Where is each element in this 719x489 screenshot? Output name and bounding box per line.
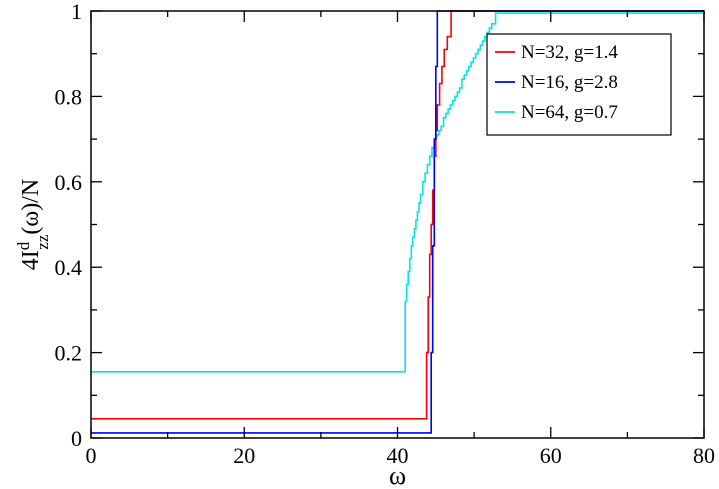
y-tick-label: 1: [71, 0, 82, 24]
series-line-1: [91, 10, 704, 420]
y-axis-title-rest: (ω)/N: [18, 179, 44, 235]
x-axis-title: ω: [389, 461, 406, 489]
x-tick-label: 40: [387, 443, 409, 468]
y-tick-label: 0.4: [55, 255, 83, 280]
legend-label: N=16, g=2.8: [521, 72, 618, 93]
y-tick-label: 0.6: [55, 170, 83, 195]
x-tick-label: 80: [693, 443, 715, 468]
y-axis-title-sup: d: [14, 241, 33, 250]
y-tick-label: 0: [71, 426, 82, 451]
legend-label: N=32, g=1.4: [521, 42, 618, 63]
tick-labels: 0 20 40 60 80 0 0.2 0.4 0.6 0.8 1: [55, 0, 716, 468]
y-axis-title-base: 4I: [18, 250, 44, 270]
y-tick-label: 0.8: [55, 84, 83, 109]
y-axis-title: 4Idzz(ω)/N: [14, 179, 52, 270]
x-tick-label: 60: [540, 443, 562, 468]
x-tick-label: 0: [86, 443, 97, 468]
legend-label: N=64, g=0.7: [521, 102, 618, 123]
y-axis-title-sub: zz: [33, 234, 52, 250]
x-tick-label: 20: [233, 443, 255, 468]
legend-box: [486, 33, 672, 136]
legend: N=32, g=1.4 N=16, g=2.8 N=64, g=0.7: [486, 33, 672, 136]
series-line-2: [91, 10, 704, 434]
ticks-layer: [90, 10, 705, 439]
series-line-3: [91, 11, 705, 373]
y-tick-label: 0.2: [55, 341, 83, 366]
series-layer: [91, 10, 705, 434]
